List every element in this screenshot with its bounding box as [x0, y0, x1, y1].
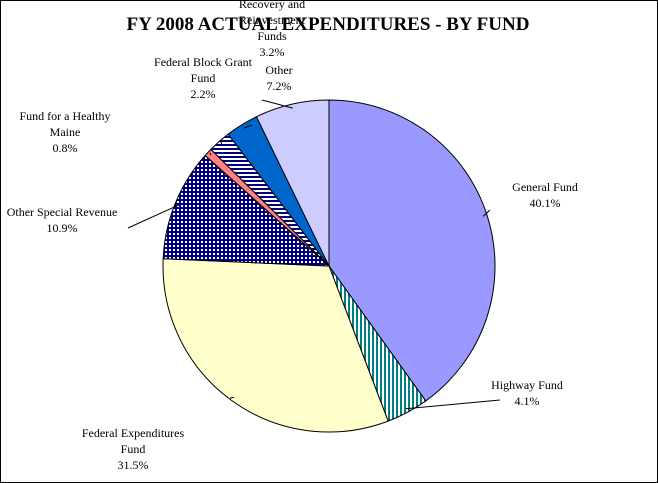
- leader-line: [405, 399, 501, 410]
- slice-label: Recovery and Reinvestment Funds 3.2%: [239, 0, 306, 59]
- pie-slice: [328, 99, 496, 402]
- leader-line: [261, 99, 293, 109]
- pie-slice: [255, 99, 330, 267]
- slice-labels: General Fund 40.1% Highway Fund 4.1% Federal…: [7, 0, 578, 472]
- leader-lines: [127, 99, 501, 410]
- chart-title: FY 2008 ACTUAL EXPENDITURES - BY FUND: [127, 14, 530, 35]
- slice-label: Other Special Revenue 10.9%: [7, 205, 118, 235]
- leader-line: [209, 152, 212, 156]
- leader-line: [243, 124, 253, 129]
- slice-label: Highway Fund 4.1%: [491, 378, 563, 408]
- leader-line: [127, 204, 180, 229]
- pie-slice: [162, 258, 389, 433]
- slice-label: Federal Block Grant Fund 2.2%: [154, 55, 253, 101]
- pie-slices: [162, 99, 496, 433]
- pie-slice: [162, 154, 331, 267]
- leader-line: [229, 396, 235, 399]
- leader-line: [482, 209, 491, 217]
- slice-label: Federal Expenditures Fund 31.5%: [82, 426, 185, 472]
- slice-label: General Fund 40.1%: [512, 180, 578, 210]
- slice-label: Other 7.2%: [265, 63, 292, 93]
- slice-label: Fund for a Healthy Maine 0.8%: [20, 109, 111, 155]
- leader-line: [219, 139, 223, 145]
